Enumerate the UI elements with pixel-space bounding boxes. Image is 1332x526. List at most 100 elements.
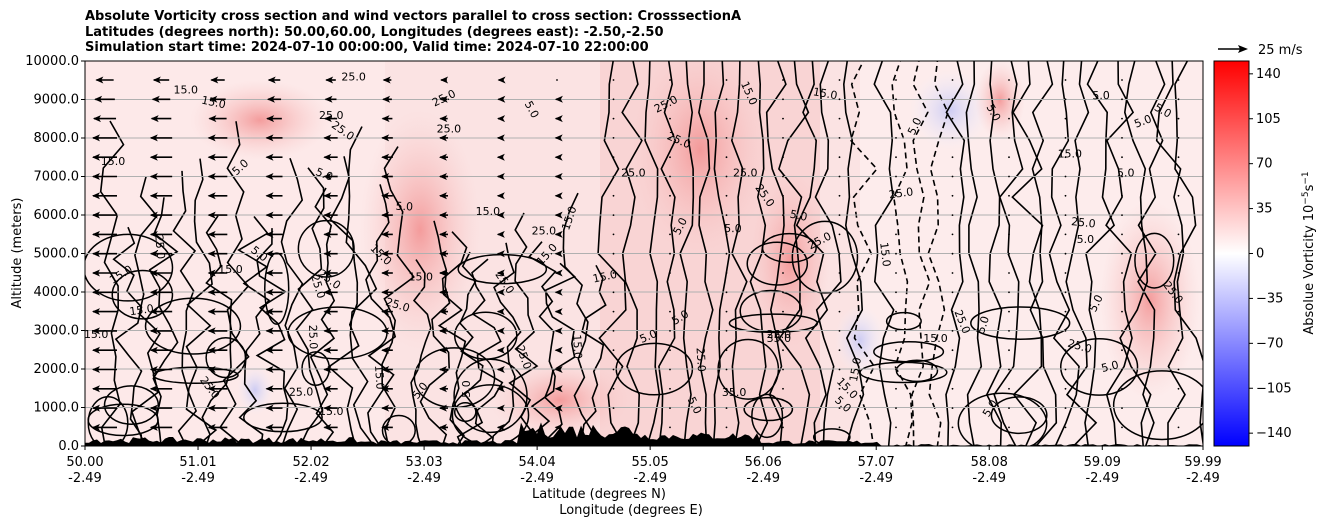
- colorbar-tick-label: 70: [1256, 157, 1273, 172]
- wind-vector-head: [554, 115, 563, 123]
- wind-vector: [1008, 117, 1010, 120]
- contour-loop: [152, 366, 239, 385]
- wind-vector-head: [149, 134, 158, 142]
- contour-loop: [1059, 338, 1139, 396]
- wind-vector-head: [439, 327, 447, 335]
- wind-vector: [612, 291, 615, 294]
- wind-vector-head: [265, 327, 274, 335]
- wind-vector: [1121, 175, 1123, 178]
- wind-vector: [782, 426, 784, 429]
- contour-label: 25.0: [767, 328, 792, 341]
- wind-vector: [1064, 330, 1067, 332]
- wind-vector-head: [497, 95, 506, 103]
- quiver-key-label: 25 m/s: [1258, 43, 1303, 58]
- wind-vector: [838, 175, 841, 178]
- wind-vector: [1177, 426, 1180, 429]
- wind-vector-head: [323, 366, 332, 373]
- wind-vector-head: [440, 76, 449, 84]
- wind-vector: [1008, 175, 1010, 178]
- wind-vector-head: [265, 423, 274, 431]
- wind-vector-head: [92, 385, 100, 393]
- wind-vector-head: [323, 423, 332, 431]
- contour-loop: [751, 393, 784, 439]
- wind-vector-head: [554, 250, 563, 258]
- x-tick-label-lat: 51.01: [179, 455, 216, 470]
- contour-line: [112, 226, 143, 446]
- wind-vector: [1008, 330, 1010, 332]
- wind-vector-head: [207, 288, 216, 296]
- wind-vector: [725, 387, 728, 390]
- wind-vector-head: [92, 153, 100, 161]
- wind-vector: [1177, 233, 1180, 236]
- colorbar-tick-label: 140: [1256, 67, 1281, 82]
- wind-vector: [782, 79, 784, 81]
- colorbar-ticks: 140 105 70 35 0 −35 −70 −105 −140: [1249, 67, 1292, 441]
- x-tick-label-lat: 54.04: [519, 455, 556, 470]
- contour-loop: [970, 306, 1071, 340]
- wind-vector-head: [208, 115, 217, 123]
- wind-vector-head: [266, 115, 275, 123]
- wind-vector-head: [265, 385, 274, 393]
- wind-vector-head: [381, 250, 390, 258]
- wind-vector: [669, 272, 671, 274]
- wind-vector: [1008, 426, 1010, 429]
- wind-vector: [669, 330, 671, 332]
- wind-vector: [951, 194, 954, 197]
- wind-vector-head: [554, 211, 563, 219]
- wind-vector: [612, 407, 615, 409]
- contour-label: 35.0: [767, 332, 792, 345]
- wind-vector-head: [381, 385, 390, 393]
- wind-vector-head: [496, 134, 505, 142]
- x-tick-label-lat: 58.08: [971, 455, 1008, 470]
- wind-vector: [951, 233, 954, 236]
- wind-vector: [895, 175, 897, 178]
- colorbar-tick-label: −35: [1256, 291, 1283, 306]
- wind-vector: [782, 137, 784, 139]
- y-axis-label: Altitude (meters): [10, 198, 25, 309]
- wind-vector-head: [266, 95, 275, 103]
- contour-line: [365, 184, 397, 446]
- x-tick-label-lat: 59.99: [1184, 455, 1221, 470]
- wind-vector: [725, 156, 728, 159]
- wind-vector-head: [496, 308, 505, 316]
- wind-vector: [612, 137, 615, 139]
- wind-vector: [669, 349, 671, 352]
- wind-vector: [951, 137, 954, 139]
- wind-vector: [669, 117, 671, 120]
- wind-vector: [838, 233, 841, 236]
- wind-vector: [895, 233, 897, 236]
- contour-line: [491, 242, 522, 446]
- contour-label: 25.0: [152, 234, 167, 260]
- contour-loop: [1134, 232, 1175, 289]
- contour-loop: [1112, 370, 1203, 441]
- wind-vector-head: [149, 288, 158, 296]
- contour-line: [544, 262, 577, 446]
- wind-vector: [838, 407, 841, 409]
- wind-vector: [1177, 310, 1180, 313]
- wind-vector-head: [496, 385, 505, 393]
- colorbar-tick-label: 0: [1256, 247, 1264, 262]
- wind-vector: [951, 214, 954, 217]
- wind-vector-head: [497, 115, 506, 123]
- wind-vector: [669, 233, 671, 236]
- wind-vector-head: [207, 269, 216, 277]
- wind-vector: [1008, 98, 1010, 101]
- wind-vector: [838, 117, 841, 120]
- wind-vector-head: [323, 211, 332, 219]
- wind-vector: [725, 272, 728, 274]
- wind-vector: [1177, 349, 1180, 352]
- wind-vector: [1064, 98, 1067, 101]
- x-tick-label-lat: 55.05: [632, 455, 669, 470]
- wind-vector-head: [207, 366, 216, 373]
- contour-line: [327, 156, 360, 446]
- wind-vector: [838, 330, 841, 332]
- colorbar-tick-label: −140: [1256, 426, 1292, 441]
- wind-vector-head: [149, 269, 158, 277]
- wind-vector-head: [496, 423, 505, 431]
- x-tick-label-lon: -2.49: [407, 471, 441, 486]
- wind-vector: [1177, 291, 1180, 294]
- wind-vector: [1064, 194, 1067, 197]
- wind-vector-head: [496, 211, 505, 219]
- wind-vector-head: [149, 346, 158, 354]
- wind-vector: [1121, 426, 1123, 429]
